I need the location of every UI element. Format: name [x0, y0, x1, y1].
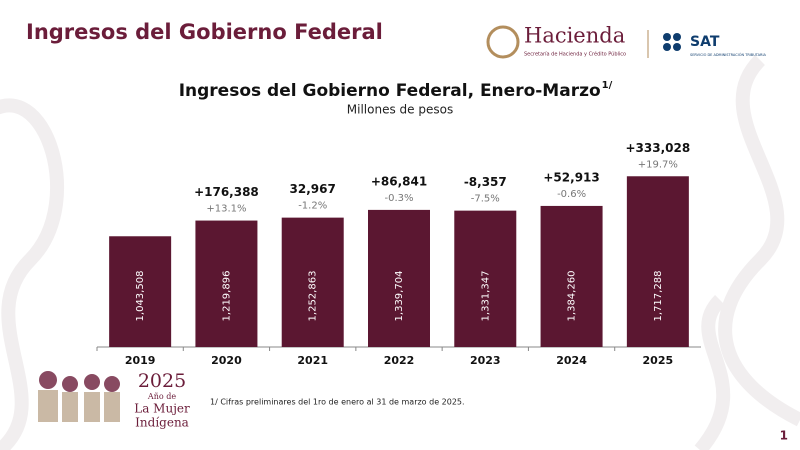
- badge: 2025 Año de La Mujer Indígena: [38, 370, 190, 430]
- sat-logo: SAT: [690, 34, 720, 50]
- bar: [281, 217, 344, 347]
- change-pct-label: -1.2%: [298, 201, 327, 212]
- footnote: 1/ Cifras preliminares del 1ro de enero …: [210, 398, 465, 407]
- x-tick-label: 2019: [125, 354, 156, 367]
- page-number: 1: [780, 429, 788, 443]
- hacienda-emblem: [486, 25, 520, 59]
- change-label: -8,357: [464, 175, 507, 189]
- chart-title-note: 1/: [602, 80, 613, 91]
- badge-line: Indígena: [135, 416, 189, 430]
- bar: [368, 209, 430, 347]
- value-label: 1,384,260: [567, 271, 578, 322]
- badge-line: Año de: [147, 392, 176, 401]
- bar: [540, 205, 603, 347]
- value-label: 1,252,863: [308, 271, 319, 322]
- value-label: 1,331,347: [480, 271, 491, 322]
- change-label: +333,028: [625, 141, 690, 155]
- value-label: 1,043,508: [135, 271, 146, 322]
- slide-title: Ingresos del Gobierno Federal: [26, 20, 383, 44]
- change-pct-label: -0.3%: [384, 193, 413, 204]
- change-pct-label: -7.5%: [471, 194, 500, 205]
- badge-line: La Mujer: [134, 402, 190, 416]
- sat-emblem: [663, 33, 681, 51]
- background-pattern: [0, 55, 800, 450]
- chart-subtitle: Millones de pesos: [347, 103, 453, 117]
- change-label: +86,841: [371, 174, 427, 188]
- x-tick-label: 2021: [297, 354, 328, 367]
- hacienda-subtitle: Secretaría de Hacienda y Crédito Público: [524, 51, 626, 58]
- bar: [454, 210, 517, 347]
- x-tick-label: 2022: [384, 354, 415, 367]
- change-pct-label: +13.1%: [206, 204, 246, 215]
- change-label: +176,388: [194, 185, 259, 199]
- x-tick-label: 2024: [556, 354, 587, 367]
- x-tick-label: 2020: [211, 354, 242, 367]
- change-pct-label: +19.7%: [638, 159, 678, 170]
- chart-title: Ingresos del Gobierno Federal, Enero-Mar…: [179, 81, 601, 101]
- bar: [109, 236, 172, 347]
- change-pct-label: -0.6%: [557, 189, 586, 200]
- bar: [195, 220, 258, 347]
- value-label: 1,219,896: [221, 271, 232, 322]
- change-label: +52,913: [543, 170, 599, 184]
- value-label: 1,339,704: [394, 271, 405, 322]
- hacienda-logo: Hacienda: [524, 24, 625, 48]
- x-tick-label: 2023: [470, 354, 501, 367]
- sat-subtitle: SERVICIO DE ADMINISTRACIÓN TRIBUTARIA: [690, 52, 766, 57]
- change-label: 32,967: [290, 182, 336, 196]
- x-tick-label: 2025: [643, 354, 674, 367]
- bar: [626, 176, 689, 347]
- value-label: 1,717,288: [653, 271, 664, 322]
- badge-year: 2025: [138, 370, 186, 392]
